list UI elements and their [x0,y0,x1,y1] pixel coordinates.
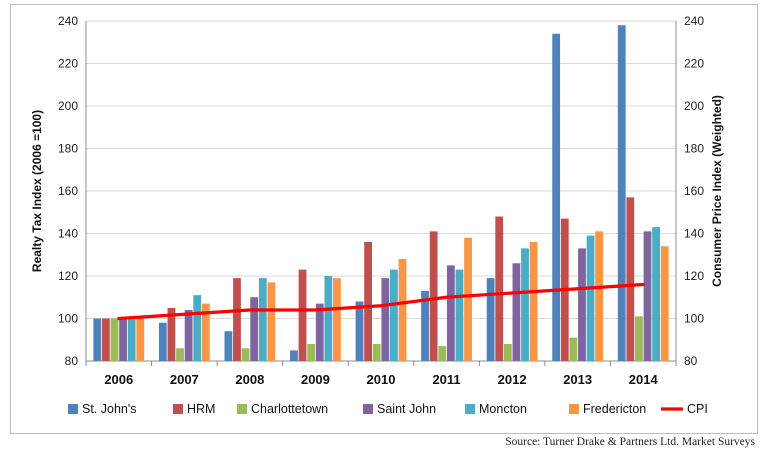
legend-swatch [237,404,247,414]
bar [267,282,276,361]
bar [486,278,495,361]
bar [446,265,455,361]
bar [119,318,127,361]
y2-tick-label: 120 [684,269,704,283]
bar [429,231,438,361]
cpi-line [117,282,645,321]
y2-tick-label: 140 [684,227,704,241]
legend-label: HRM [187,402,215,416]
bar [569,337,578,361]
bar [250,297,259,361]
bar [290,350,298,361]
bar [552,33,561,361]
bar [333,278,341,361]
y2-tick-label: 80 [684,354,698,368]
y2-tick-label: 100 [684,312,704,326]
legend-label: Charlottetown [251,402,328,416]
bar [635,316,643,361]
y-tick-label: 120 [58,269,78,283]
bar [521,248,529,361]
y-tick-label: 180 [58,142,78,156]
legend-label: Fredericton [583,402,646,416]
bar [355,301,364,361]
x-tick-label: 2013 [563,372,592,387]
bar [586,235,595,361]
bar [626,197,635,361]
legend-label: St. John's [82,402,137,416]
legend-label: Saint John [377,402,436,416]
bar [158,322,167,361]
bar [617,25,626,361]
x-tick-label: 2007 [170,372,199,387]
bar [503,344,512,361]
legend-label: Moncton [479,402,527,416]
x-tick-label: 2008 [235,372,264,387]
bar [438,346,447,361]
bar [201,303,210,361]
y2-tick-label: 220 [684,57,704,71]
y2-axis-title: Consumer Price Index (Weighted) [710,95,724,287]
bar [595,231,604,361]
bar [167,307,176,361]
bar [101,318,110,361]
bar [307,344,316,361]
bar [372,344,381,361]
bar [652,227,661,361]
bar [176,348,184,361]
bar [224,331,233,361]
y-axis-title: Realty Tax Index (2006 =100) [30,110,44,272]
bar [193,295,202,361]
bar [184,310,193,361]
bar [258,278,267,361]
bar [398,259,407,361]
legend-swatch [363,404,373,414]
bar [127,318,136,361]
legend-swatch [569,404,579,414]
bar [110,318,119,361]
legend-swatch [465,404,475,414]
y-tick-label: 80 [65,354,79,368]
x-tick-label: 2012 [498,372,527,387]
x-tick-label: 2010 [367,372,396,387]
x-tick-label: 2009 [301,372,330,387]
x-tick-label: 2014 [629,372,659,387]
y2-tick-label: 200 [684,99,704,113]
y2-tick-label: 180 [684,142,704,156]
bar [136,318,145,361]
bar [421,290,429,361]
bar [390,269,398,361]
bar [241,348,250,361]
y-tick-label: 220 [58,57,78,71]
y-tick-label: 100 [58,312,78,326]
bar [324,276,333,361]
y-tick-label: 200 [58,99,78,113]
legend-label: CPI [687,402,708,416]
x-tick-label: 2011 [432,372,460,387]
source-note: Source: Turner Drake & Partners Ltd. Mar… [505,436,755,448]
bar [643,231,652,361]
bar [512,263,521,361]
bar [660,246,669,361]
bar [529,242,538,361]
y2-tick-label: 240 [684,14,704,28]
y-tick-label: 160 [58,184,78,198]
bar [578,248,586,361]
y2-tick-label: 160 [684,184,704,198]
y-tick-label: 140 [58,227,78,241]
bar [364,242,372,361]
bar [93,318,102,361]
legend-swatch [68,404,78,414]
bar [233,278,241,361]
x-tick-label: 2006 [104,372,133,387]
bar [455,269,464,361]
bar [315,303,324,361]
bar [381,278,390,361]
bar [495,216,504,361]
y-tick-label: 240 [58,14,78,28]
bar [464,237,472,361]
legend-swatch [173,404,183,414]
chart-frame [10,4,758,434]
bar [298,269,307,361]
